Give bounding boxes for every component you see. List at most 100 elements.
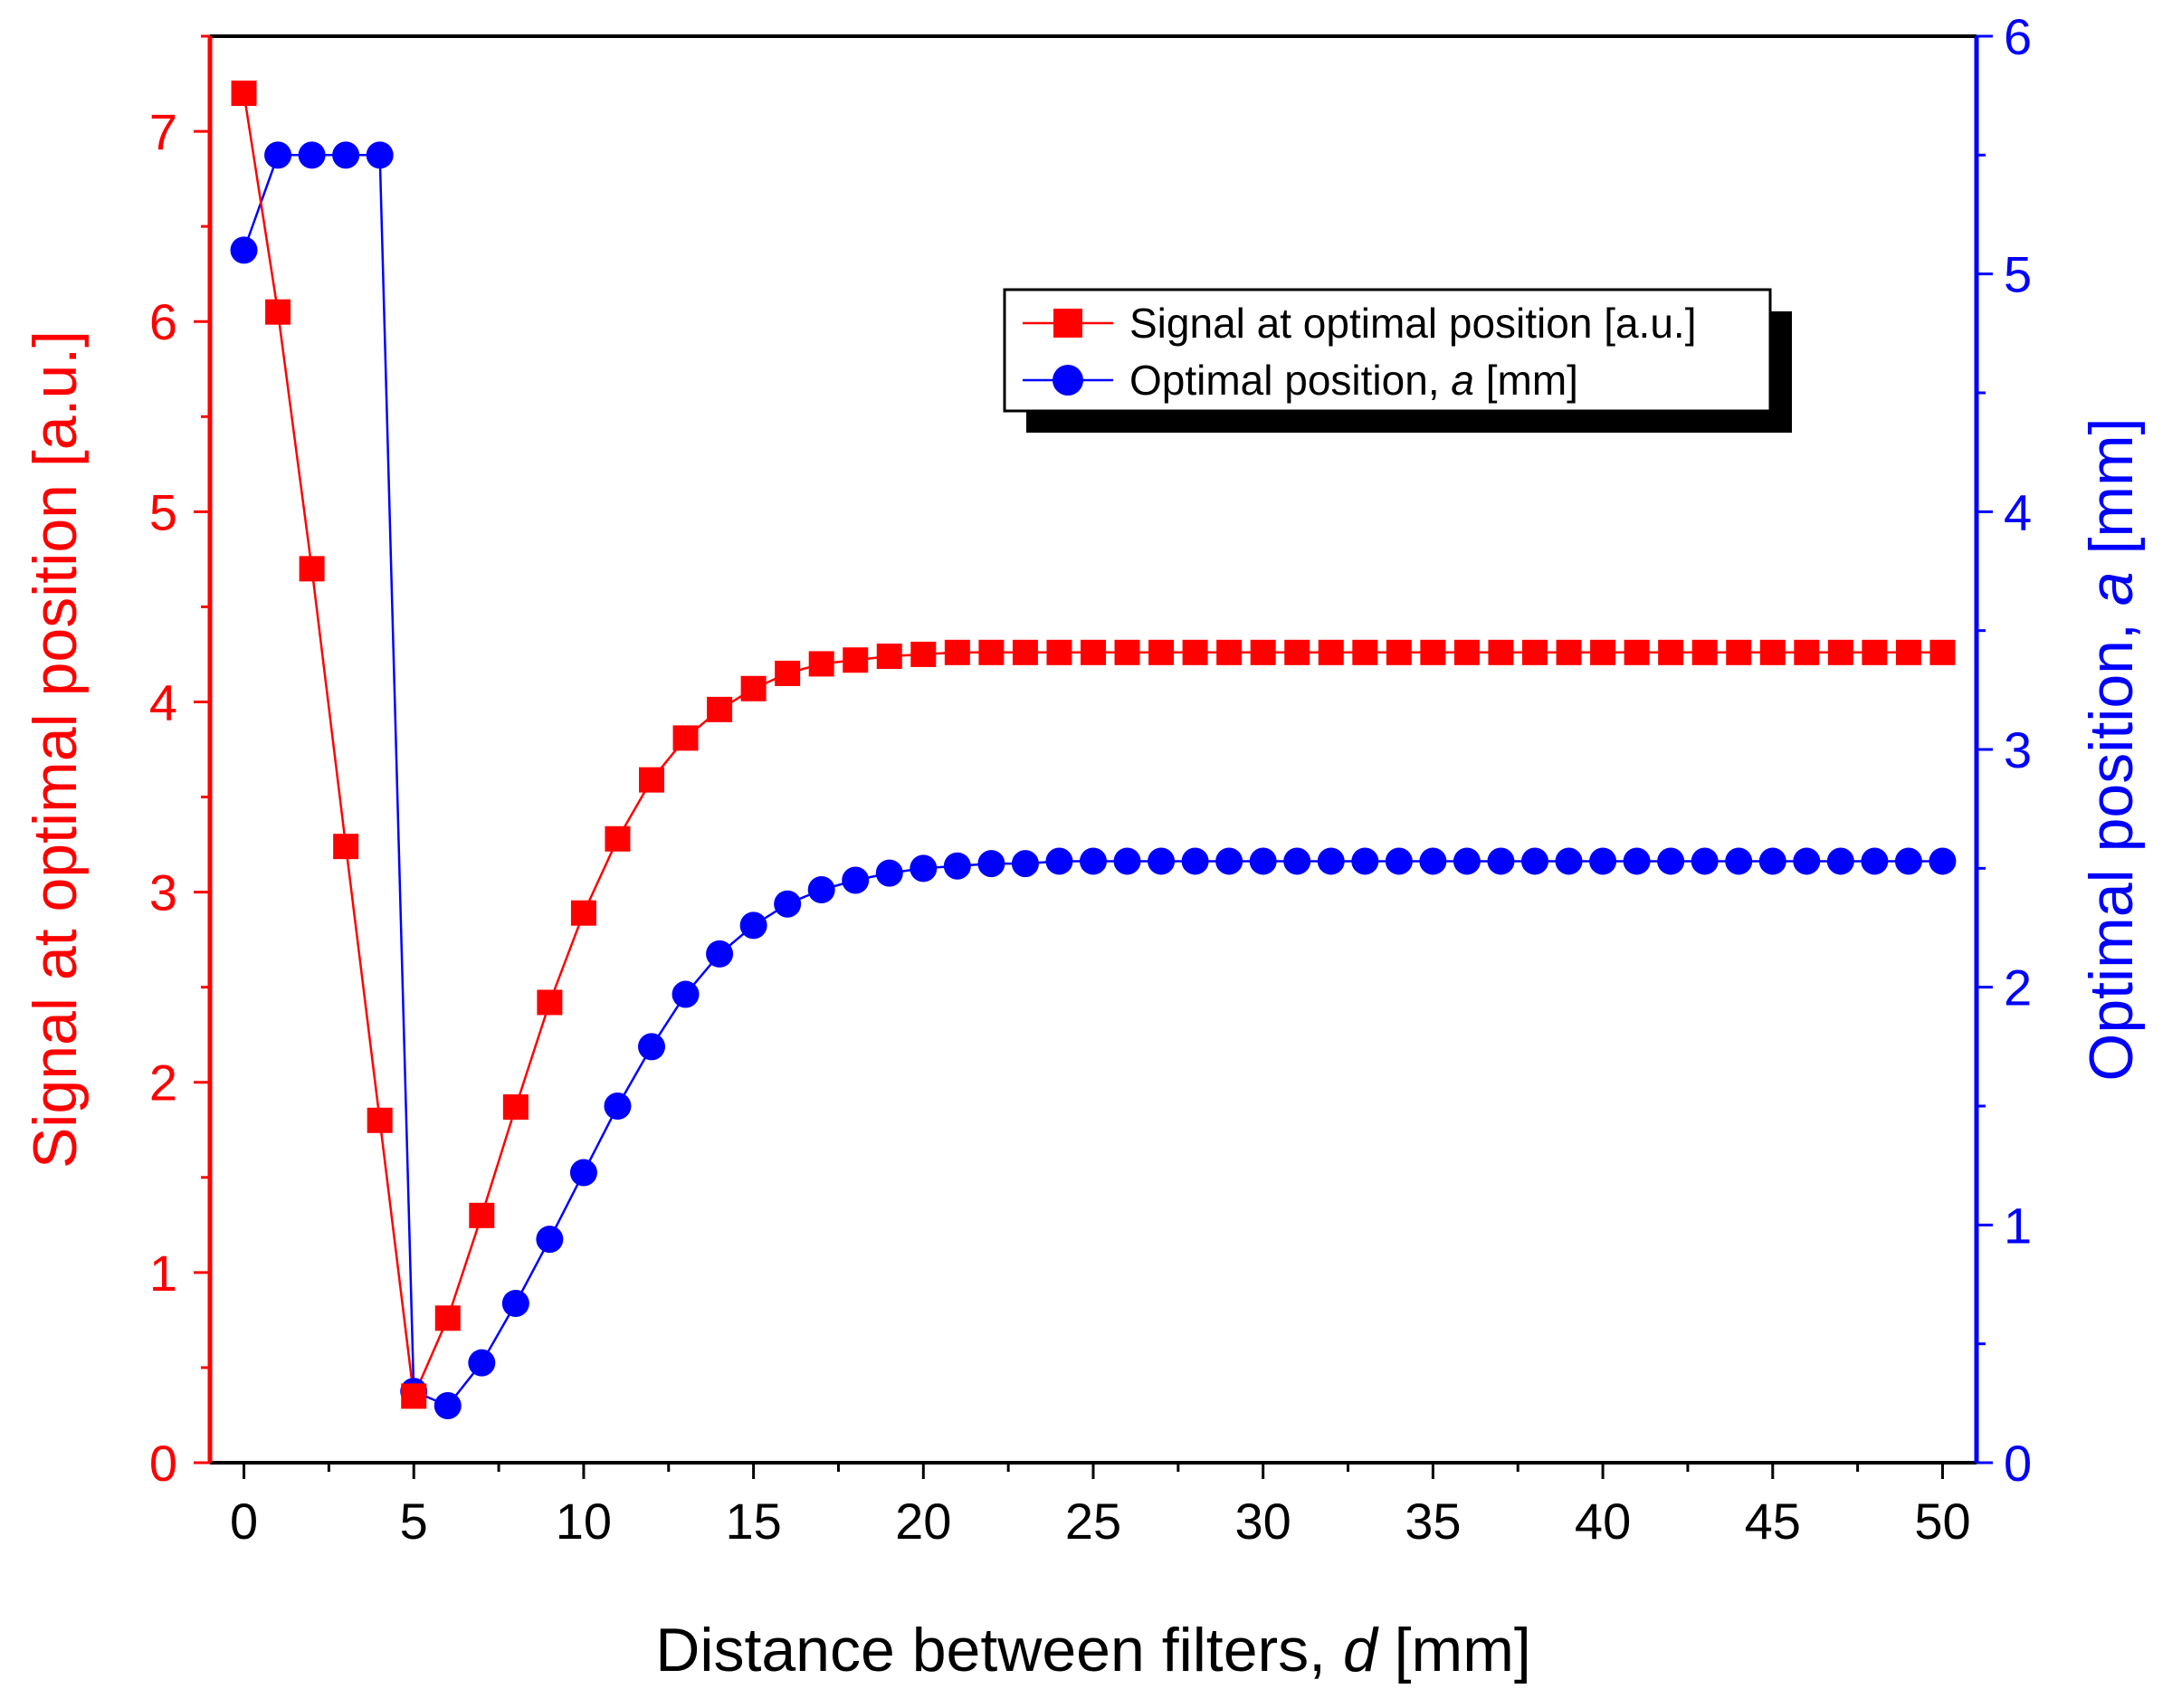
position-data-point (807, 875, 835, 903)
x-tick-label: 0 (230, 1493, 258, 1550)
position-data-point (1929, 847, 1957, 875)
y-left-tick-label: 7 (149, 103, 177, 160)
position-data-point (943, 852, 971, 880)
signal-data-point (1012, 639, 1038, 665)
signal-data-point (469, 1202, 495, 1228)
signal-data-point (1794, 639, 1820, 665)
x-tick-label: 25 (1065, 1493, 1121, 1550)
signal-data-point (605, 825, 631, 852)
position-data-point (604, 1093, 632, 1120)
position-data-point (1011, 850, 1039, 878)
y-left-tick-label: 6 (149, 293, 177, 350)
x-axis-title-suffix: [mm] (1377, 1616, 1531, 1684)
signal-data-point (1420, 639, 1446, 665)
position-data-point (1045, 847, 1073, 875)
legend-position-label-suffix: [mm] (1474, 357, 1578, 404)
signal-data-point (740, 675, 767, 701)
position-data-point (1283, 847, 1311, 875)
position-data-point (1725, 847, 1753, 875)
position-data-point (672, 980, 700, 1008)
signal-data-point (1046, 639, 1072, 665)
y-right-tick-label: 4 (2004, 483, 2032, 540)
y-right-tick-label: 3 (2004, 721, 2032, 778)
signal-data-point (876, 644, 902, 670)
position-data-point (1589, 847, 1617, 875)
position-data-point (1419, 847, 1447, 875)
signal-data-point (1488, 639, 1514, 665)
legend-box (1003, 288, 1772, 413)
signal-data-point (265, 299, 291, 325)
signal-data-point (1691, 639, 1718, 665)
y-right-tick-label: 2 (2004, 959, 2032, 1016)
signal-data-point (231, 81, 257, 107)
position-data-point (468, 1349, 496, 1377)
legend-position-label: Optimal position, a [mm] (1129, 357, 1578, 404)
signal-data-point (1895, 639, 1921, 665)
position-data-point (1080, 847, 1107, 875)
position-data-point (1623, 847, 1651, 875)
position-data-point (433, 1391, 462, 1419)
signal-data-point (808, 651, 834, 677)
signal-data-point (1318, 639, 1344, 665)
position-data-point (1317, 847, 1345, 875)
position-data-point (1758, 847, 1786, 875)
signal-data-point (1216, 639, 1243, 665)
signal-data-point (537, 989, 563, 1016)
x-tick-label: 50 (1914, 1493, 1970, 1550)
y-left-axis-title: Signal at optimal position [a.u.] (21, 330, 90, 1169)
position-data-point (1249, 847, 1277, 875)
position-data-point (1826, 847, 1854, 875)
y-left-tick-label: 2 (149, 1054, 177, 1112)
legend-signal-marker (1053, 309, 1082, 338)
signal-data-point (1726, 639, 1752, 665)
signal-data-point (1148, 639, 1175, 665)
x-axis-title: Distance between filters, d [mm] (655, 1616, 1530, 1684)
y-left-tick-label: 0 (149, 1435, 177, 1492)
position-data-point (1861, 847, 1889, 875)
position-data-point (569, 1159, 597, 1187)
y-left-tick-label: 4 (149, 673, 177, 730)
signal-data-point (1827, 639, 1853, 665)
legend-signal-label: Signal at optimal position [a.u.] (1129, 300, 1696, 347)
signal-data-point (672, 725, 699, 751)
y-right-axis-title-variable: a (2077, 571, 2146, 606)
signal-data-point (434, 1305, 461, 1331)
signal-data-point (1284, 639, 1310, 665)
position-data-point (501, 1290, 529, 1318)
y-right-axis-title-prefix: Optimal position, (2077, 606, 2146, 1081)
signal-data-point (299, 556, 325, 582)
signal-data-point (1590, 639, 1616, 665)
legend-position-label-variable: a (1451, 357, 1474, 404)
position-data-point (739, 911, 767, 940)
signal-data-point (775, 660, 801, 686)
position-data-point (875, 859, 903, 887)
signal-data-point (978, 639, 1005, 665)
signal-data-point (1929, 639, 1956, 665)
position-data-point (366, 141, 394, 169)
signal-data-point (843, 647, 869, 673)
x-tick-label: 15 (725, 1493, 781, 1550)
position-data-point (264, 141, 292, 169)
signal-data-point (1114, 639, 1140, 665)
signal-data-point (1658, 639, 1684, 665)
position-data-point (1351, 847, 1379, 875)
signal-data-point (1352, 639, 1378, 665)
legend-position-label-prefix: Optimal position, (1129, 357, 1451, 404)
x-tick-label: 5 (400, 1493, 428, 1550)
signal-data-point (1624, 639, 1650, 665)
signal-data-point (1250, 639, 1276, 665)
y-right-tick-label: 0 (2004, 1435, 2032, 1492)
position-data-point (1215, 847, 1243, 875)
x-tick-label: 45 (1745, 1493, 1801, 1550)
legend: Signal at optimal position [a.u.] Optima… (1003, 288, 1792, 433)
signal-data-point (639, 767, 664, 793)
position-data-point (1793, 847, 1821, 875)
signal-data-point (1556, 639, 1582, 665)
signal-data-point (944, 639, 970, 665)
position-data-point (1453, 847, 1481, 875)
signal-data-point (1386, 639, 1412, 665)
position-data-point (1691, 847, 1719, 875)
